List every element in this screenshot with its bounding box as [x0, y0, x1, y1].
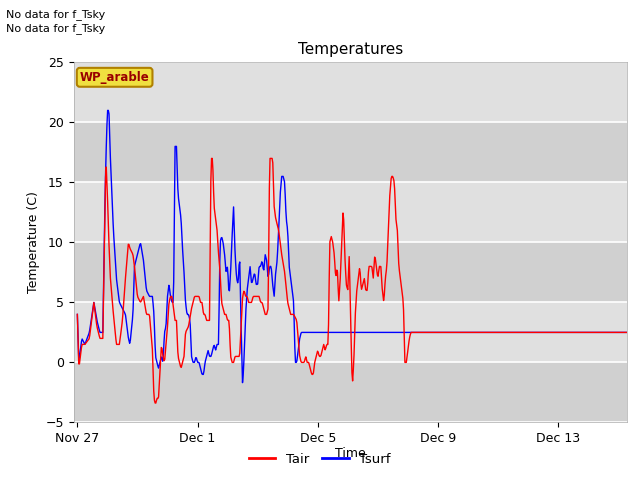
Legend: Tair, Tsurf: Tair, Tsurf — [244, 447, 396, 471]
Text: WP_arable: WP_arable — [80, 71, 150, 84]
Bar — [74, 362, 627, 422]
Bar — [74, 242, 627, 302]
Text: No data for f_Tsky: No data for f_Tsky — [6, 23, 106, 34]
Text: No data for f_Tsky: No data for f_Tsky — [6, 9, 106, 20]
Y-axis label: Temperature (C): Temperature (C) — [27, 192, 40, 293]
Bar — [74, 182, 627, 242]
Bar — [74, 62, 627, 122]
X-axis label: Time: Time — [335, 446, 366, 459]
Bar — [74, 122, 627, 182]
Bar — [74, 302, 627, 362]
Title: Temperatures: Temperatures — [298, 42, 403, 57]
